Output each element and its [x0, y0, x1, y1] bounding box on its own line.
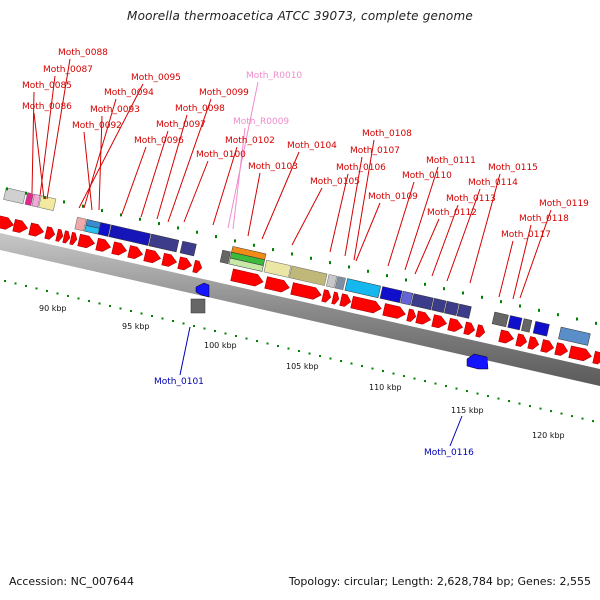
- scale-label-90kbp: 90 kbp: [39, 304, 67, 313]
- gene-label-moth-0086: Moth_0086: [22, 102, 72, 112]
- gene-label-moth-0085: Moth_0085: [22, 81, 72, 91]
- gene-label-moth-0096: Moth_0096: [134, 136, 184, 146]
- gene-label-moth-0093: Moth_0093: [90, 105, 140, 115]
- gene-label-moth-r0010: Moth_R0010: [246, 71, 302, 81]
- gene-label-moth-0102: Moth_0102: [225, 136, 275, 146]
- gene-label-moth-0087: Moth_0087: [43, 65, 93, 75]
- gene-label-moth-0109: Moth_0109: [368, 192, 418, 202]
- scale-label-100kbp: 100 kbp: [204, 341, 237, 350]
- gene-arrow-moth-0116: [466, 353, 489, 370]
- gene-label-moth-0110: Moth_0110: [402, 171, 452, 181]
- gene-label-moth-0111: Moth_0111: [426, 156, 476, 166]
- gene-label-moth-0115: Moth_0115: [488, 163, 538, 173]
- gene-label-moth-0118: Moth_0118: [519, 214, 569, 224]
- gene-label-moth-0107: Moth_0107: [350, 146, 400, 156]
- genome-backbone: [0, 233, 600, 386]
- tick-marks-scale: [4, 279, 594, 423]
- scale-label-95kbp: 95 kbp: [122, 322, 150, 331]
- tick-marks-outer: [6, 187, 597, 325]
- gene-label-moth-0106: Moth_0106: [336, 163, 386, 173]
- gene-label-moth-0116: Moth_0116: [424, 448, 474, 458]
- scale-label-105kbp: 105 kbp: [286, 362, 319, 371]
- gene-block-moth-0101: [190, 298, 206, 314]
- outer-gene-blocks: [3, 187, 591, 346]
- scale-label-110kbp: 110 kbp: [369, 383, 402, 392]
- gene-label-moth-0094: Moth_0094: [104, 88, 154, 98]
- gene-label-moth-0100: Moth_0100: [196, 150, 246, 160]
- gene-label-moth-0113: Moth_0113: [446, 194, 496, 204]
- gene-label-moth-0104: Moth_0104: [287, 141, 337, 151]
- gene-arrow-moth-0101: [195, 282, 210, 298]
- forward-gene-arrows: [0, 214, 600, 365]
- map-title: Moorella thermoacetica ATCC 39073, compl…: [127, 9, 473, 23]
- gene-label-moth-0103: Moth_0103: [248, 162, 298, 172]
- gene-label-moth-0105: Moth_0105: [310, 177, 360, 187]
- gene-label-moth-0095: Moth_0095: [131, 73, 181, 83]
- gene-label-moth-0112: Moth_0112: [427, 208, 477, 218]
- gene-label-moth-0092: Moth_0092: [72, 121, 122, 131]
- gene-label-moth-0119: Moth_0119: [539, 199, 589, 209]
- gene-label-moth-0108: Moth_0108: [362, 129, 412, 139]
- topology-text: Topology: circular; Length: 2,628,784 bp…: [288, 575, 591, 588]
- gene-label-moth-0117: Moth_0117: [501, 230, 551, 240]
- scale-label-115kbp: 115 kbp: [451, 406, 484, 415]
- gene-label-moth-0101: Moth_0101: [154, 377, 204, 387]
- label-leader-lines: [31, 58, 552, 447]
- scale-label-120kbp: 120 kbp: [532, 431, 565, 440]
- gene-label-moth-0099: Moth_0099: [199, 88, 249, 98]
- gene-label-moth-0098: Moth_0098: [175, 104, 225, 114]
- gene-label-moth-0114: Moth_0114: [468, 178, 518, 188]
- gene-label-moth-0088: Moth_0088: [58, 48, 108, 58]
- gene-label-moth-0097: Moth_0097: [156, 120, 206, 130]
- gene-label-moth-r0009: Moth_R0009: [233, 117, 289, 127]
- accession-text: Accession: NC_007644: [9, 575, 135, 588]
